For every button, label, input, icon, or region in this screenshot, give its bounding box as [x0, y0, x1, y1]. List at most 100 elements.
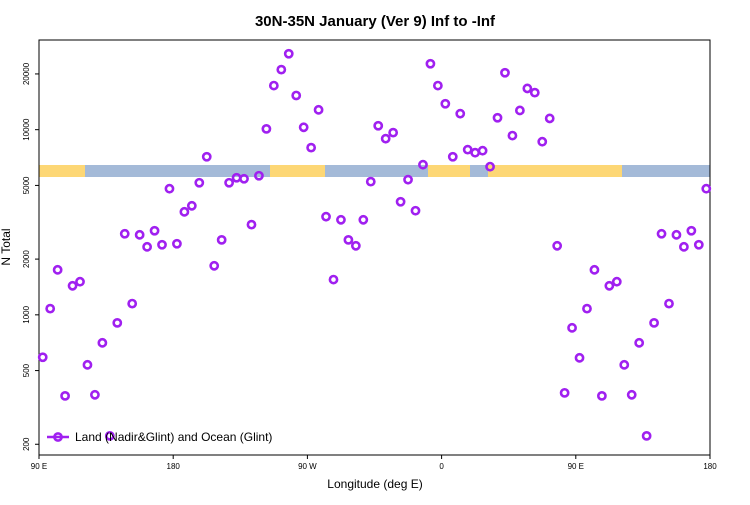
plot-frame: [38, 39, 711, 456]
data-point: [373, 120, 384, 131]
data-point: [119, 228, 130, 239]
data-point: [75, 276, 85, 287]
data-point: [336, 214, 346, 225]
data-point: [559, 387, 570, 398]
data-point: [239, 173, 249, 184]
data-point: [209, 260, 220, 271]
data-point: [626, 389, 637, 400]
data-point: [395, 196, 406, 207]
data-point: [134, 229, 145, 240]
data-point: [298, 122, 309, 133]
data-point: [686, 225, 697, 236]
data-point: [596, 390, 607, 401]
data-point: [529, 87, 540, 98]
data-point: [701, 183, 712, 194]
data-point: [179, 206, 190, 217]
data-point: [485, 161, 495, 172]
data-point: [194, 177, 205, 188]
data-point: [455, 108, 466, 119]
y-axis-label: N Total: [0, 228, 13, 265]
data-point: [37, 352, 48, 363]
data-point: [90, 389, 100, 400]
data-point: [254, 170, 264, 181]
data-point: [365, 176, 376, 187]
y-tick-label: 2000: [22, 250, 31, 268]
data-point: [418, 159, 428, 170]
data-point: [276, 64, 287, 75]
data-point: [313, 104, 324, 115]
y-tick-label: 5000: [22, 176, 31, 194]
data-point: [649, 317, 659, 328]
data-point: [328, 274, 339, 285]
data-point: [656, 228, 667, 239]
data-point: [477, 145, 488, 156]
data-point: [52, 264, 63, 275]
data-point: [104, 430, 115, 441]
data-point: [261, 123, 272, 134]
data-point: [507, 130, 518, 141]
data-point: [403, 174, 413, 185]
data-point: [201, 151, 212, 162]
legend-label: Land (Nadir&Glint) and Ocean (Glint): [75, 430, 272, 444]
data-point: [224, 177, 235, 188]
map-strip: [39, 165, 710, 177]
data-point: [164, 183, 175, 194]
legend-marker: [53, 432, 63, 442]
data-point: [537, 136, 548, 147]
data-point: [432, 80, 443, 91]
data-point: [410, 205, 421, 216]
data-point: [492, 112, 503, 123]
x-tick-label: 0: [439, 462, 444, 471]
data-point: [567, 322, 577, 333]
data-point: [149, 225, 160, 236]
data-point: [350, 240, 361, 251]
data-point: [619, 359, 630, 370]
data-point: [671, 229, 682, 240]
data-point: [634, 337, 645, 348]
data-point: [246, 219, 257, 230]
x-tick-label: 90 W: [298, 462, 317, 471]
y-tick-label: 20000: [22, 62, 31, 85]
data-point: [679, 241, 689, 252]
data-point: [112, 317, 123, 328]
data-point: [589, 264, 600, 275]
data-point: [514, 105, 525, 116]
data-point: [60, 390, 70, 401]
data-point: [552, 240, 563, 251]
y-tick-label: 1000: [22, 305, 31, 323]
x-axis-label: Longitude (deg E): [327, 477, 422, 491]
y-tick-label: 10000: [22, 118, 31, 141]
data-point: [343, 234, 354, 245]
data-point: [544, 113, 555, 124]
data-point: [388, 127, 399, 138]
data-point: [142, 241, 153, 252]
y-tick-label: 500: [22, 363, 31, 377]
data-point: [641, 430, 652, 441]
chart-title: 30N-35N January (Ver 9) Inf to -Inf: [255, 13, 496, 30]
data-point: [380, 133, 391, 144]
data-point: [611, 276, 622, 287]
x-tick-label: 180: [167, 462, 181, 471]
data-point: [664, 298, 674, 309]
data-point: [186, 200, 197, 211]
data-point: [462, 144, 473, 155]
data-point: [447, 151, 458, 162]
data-point: [440, 98, 451, 109]
data-point: [306, 142, 317, 153]
x-tick-label: 90 E: [31, 462, 47, 471]
data-point: [157, 239, 167, 250]
x-tick-label: 180: [703, 462, 717, 471]
data-point: [604, 280, 615, 291]
data-point: [321, 211, 331, 222]
data-point: [45, 303, 56, 314]
data-point: [82, 359, 93, 370]
data-point: [268, 80, 279, 91]
data-point: [470, 147, 481, 158]
data-point: [283, 48, 294, 59]
data-point: [693, 239, 704, 250]
data-point: [231, 172, 242, 183]
data-point: [291, 90, 302, 101]
data-point: [97, 337, 108, 348]
data-point: [582, 303, 592, 314]
